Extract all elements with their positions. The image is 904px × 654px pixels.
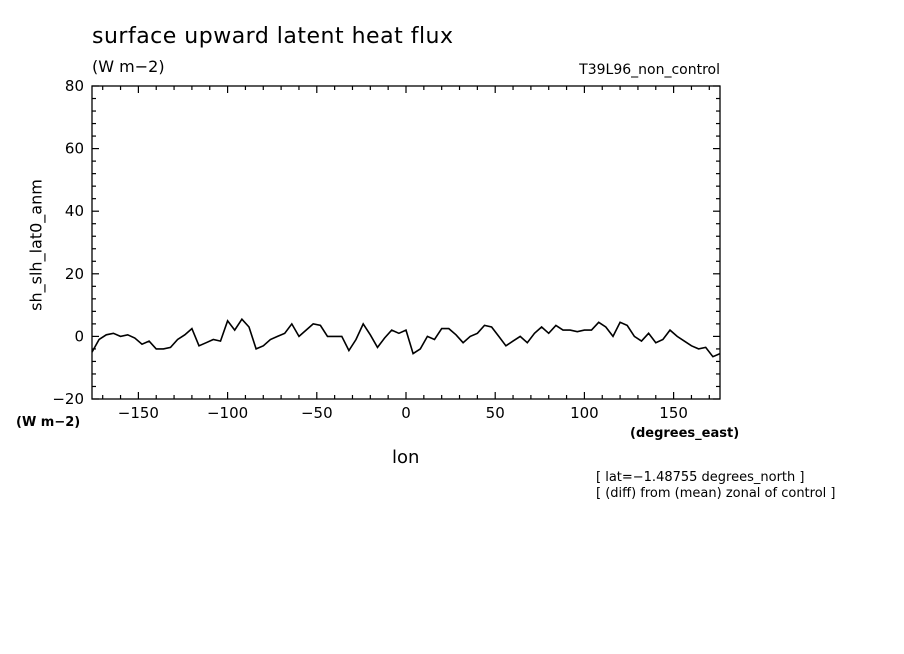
plot-frame (91, 85, 721, 400)
axis-ticks (92, 85, 720, 400)
chart-title: surface upward latent heat flux (92, 24, 454, 49)
x-tick-label: 100 (570, 404, 599, 422)
series-line (91, 317, 721, 358)
x-tick-label: −150 (118, 404, 159, 422)
title-units: (W m−2) (92, 57, 165, 76)
x-tick-label: −50 (301, 404, 333, 422)
x-tick-label: −100 (207, 404, 248, 422)
y-tick-label: 0 (74, 327, 84, 345)
x-axis-units: (degrees_east) (630, 426, 740, 441)
y-tick-label: 20 (65, 265, 84, 283)
experiment-label: T39L96_non_control (579, 62, 720, 78)
latitude-note: [ lat=−1.48755 degrees_north ] (596, 470, 805, 485)
y-axis-units: (W m−2) (16, 415, 81, 430)
difference-note: [ (diff) from (mean) zonal of control ] (596, 486, 836, 501)
y-tick-label: 80 (65, 77, 84, 95)
y-tick-label: 40 (65, 202, 84, 220)
tick-labels: −20 0 20 40 60 80 −150 −100 −50 0 50 100 150 (52, 77, 688, 422)
x-tick-label: 150 (659, 404, 688, 422)
x-tick-label: 0 (401, 404, 411, 422)
y-tick-label: 60 (65, 140, 84, 158)
x-tick-label: 50 (486, 404, 505, 422)
x-axis-label: lon (392, 447, 420, 468)
y-tick-label: −20 (52, 390, 84, 408)
